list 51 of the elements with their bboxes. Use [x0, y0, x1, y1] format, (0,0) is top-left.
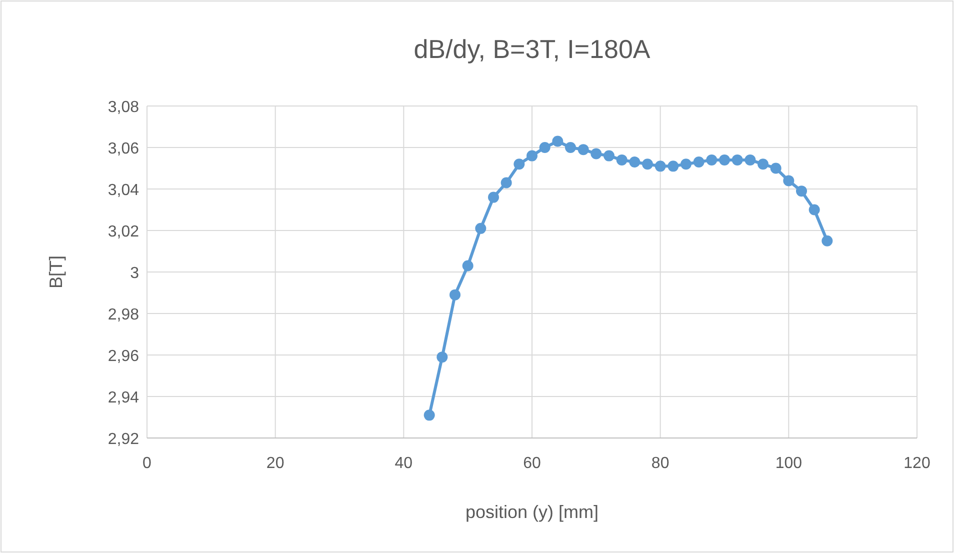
point [693, 156, 704, 168]
point [783, 175, 794, 186]
point [668, 160, 679, 172]
x-axis-title: position (y) [mm] [465, 502, 599, 522]
point [462, 260, 474, 272]
point [539, 142, 550, 153]
y-tick-label: 2,96 [108, 348, 140, 365]
x-tick-label: 20 [266, 455, 284, 472]
y-tick-label: 3,08 [108, 99, 140, 116]
point [808, 204, 820, 216]
point [758, 158, 768, 170]
point [706, 154, 718, 166]
point [616, 154, 628, 166]
y-tick-label: 2,92 [108, 431, 140, 448]
chart-title: dB/dy, B=3T, I=180A [414, 34, 651, 64]
point [604, 150, 614, 162]
point [642, 158, 653, 170]
point [654, 160, 666, 172]
x-tick-label: 0 [142, 455, 152, 472]
point [732, 154, 743, 166]
x-tick-label: 60 [523, 455, 541, 472]
y-tick-label: 2,98 [108, 306, 140, 324]
point [590, 148, 602, 160]
point [450, 289, 460, 300]
point [822, 235, 833, 246]
point [436, 352, 448, 363]
point [680, 158, 692, 170]
x-tick-label: 100 [775, 455, 802, 472]
point [744, 154, 756, 166]
x-tick-label: 80 [651, 455, 670, 472]
point [526, 150, 538, 162]
x-tick-label: 40 [394, 455, 413, 472]
point [514, 158, 525, 170]
point [424, 410, 435, 421]
x-tick-label: 120 [904, 455, 930, 472]
y-tick-label: 3,04 [108, 182, 140, 199]
point [552, 136, 564, 147]
point [796, 186, 807, 197]
y-tick-label: 3,02 [108, 224, 140, 240]
point [488, 192, 499, 203]
point [629, 156, 640, 168]
point [500, 177, 512, 188]
y-tick-label: 2,94 [108, 390, 140, 406]
point [770, 162, 782, 174]
y-axis-title: B[T] [46, 255, 66, 289]
point [475, 222, 486, 234]
point [578, 144, 589, 156]
point [719, 154, 730, 166]
y-tick-label: 3,06 [108, 140, 140, 158]
y-tick-label: 3 [130, 265, 140, 282]
point [565, 142, 576, 153]
